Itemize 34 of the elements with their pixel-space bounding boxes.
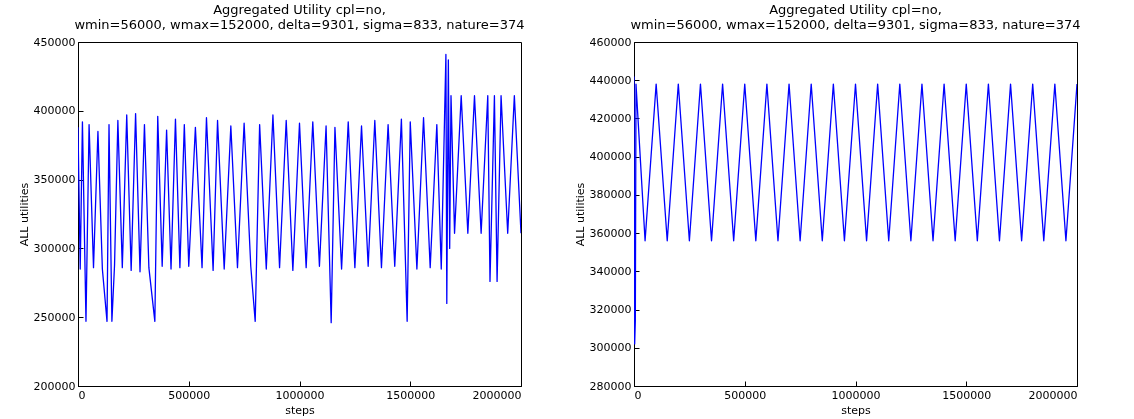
y-tick-label: 400000 [589,150,632,164]
y-tick-label: 450000 [33,35,76,49]
x-tick-label: 500000 [724,388,767,402]
y-axis-title: ALL utilities [17,182,31,247]
y-tick-label: 300000 [33,241,76,255]
y-tick-label: 340000 [589,264,632,278]
x-tick-label: 0 [634,388,642,402]
chart-title: Aggregated Utility cpl=no, wmin=56000, wmax=152000, delta=9301, sigma=833, nature=374 [74,2,525,32]
x-tick-label: 500000 [168,388,211,402]
y-tick-label: 300000 [589,341,632,355]
line-series [78,53,521,324]
x-tick-label: 0 [78,388,86,402]
y-tick-label: 200000 [33,379,76,393]
x-axis-title: steps [285,403,316,417]
y-tick-label: 320000 [589,303,632,317]
y-tick-label: 460000 [589,35,632,49]
x-tick-label: 1500000 [942,388,992,402]
line-series [634,75,1077,345]
x-tick-label: 1500000 [386,388,436,402]
x-tick-label: 1000000 [275,388,325,402]
y-tick-label: 280000 [589,379,632,393]
x-tick-label: 2000000 [472,388,522,402]
y-tick-label: 250000 [33,310,76,324]
y-tick-label: 360000 [589,226,632,240]
y-axis-title: ALL utilities [573,182,587,247]
y-tick-label: 420000 [589,111,632,125]
x-tick-label: 1000000 [831,388,881,402]
y-tick-label: 440000 [589,73,632,87]
y-tick-label: 350000 [33,173,76,187]
x-axis-title: steps [841,403,872,417]
x-tick-label: 2000000 [1028,388,1078,402]
y-tick-label: 380000 [589,188,632,202]
chart-title: Aggregated Utility cpl=no, wmin=56000, wmax=152000, delta=9301, sigma=833, nature=374 [630,2,1081,32]
y-tick-label: 400000 [33,104,76,118]
